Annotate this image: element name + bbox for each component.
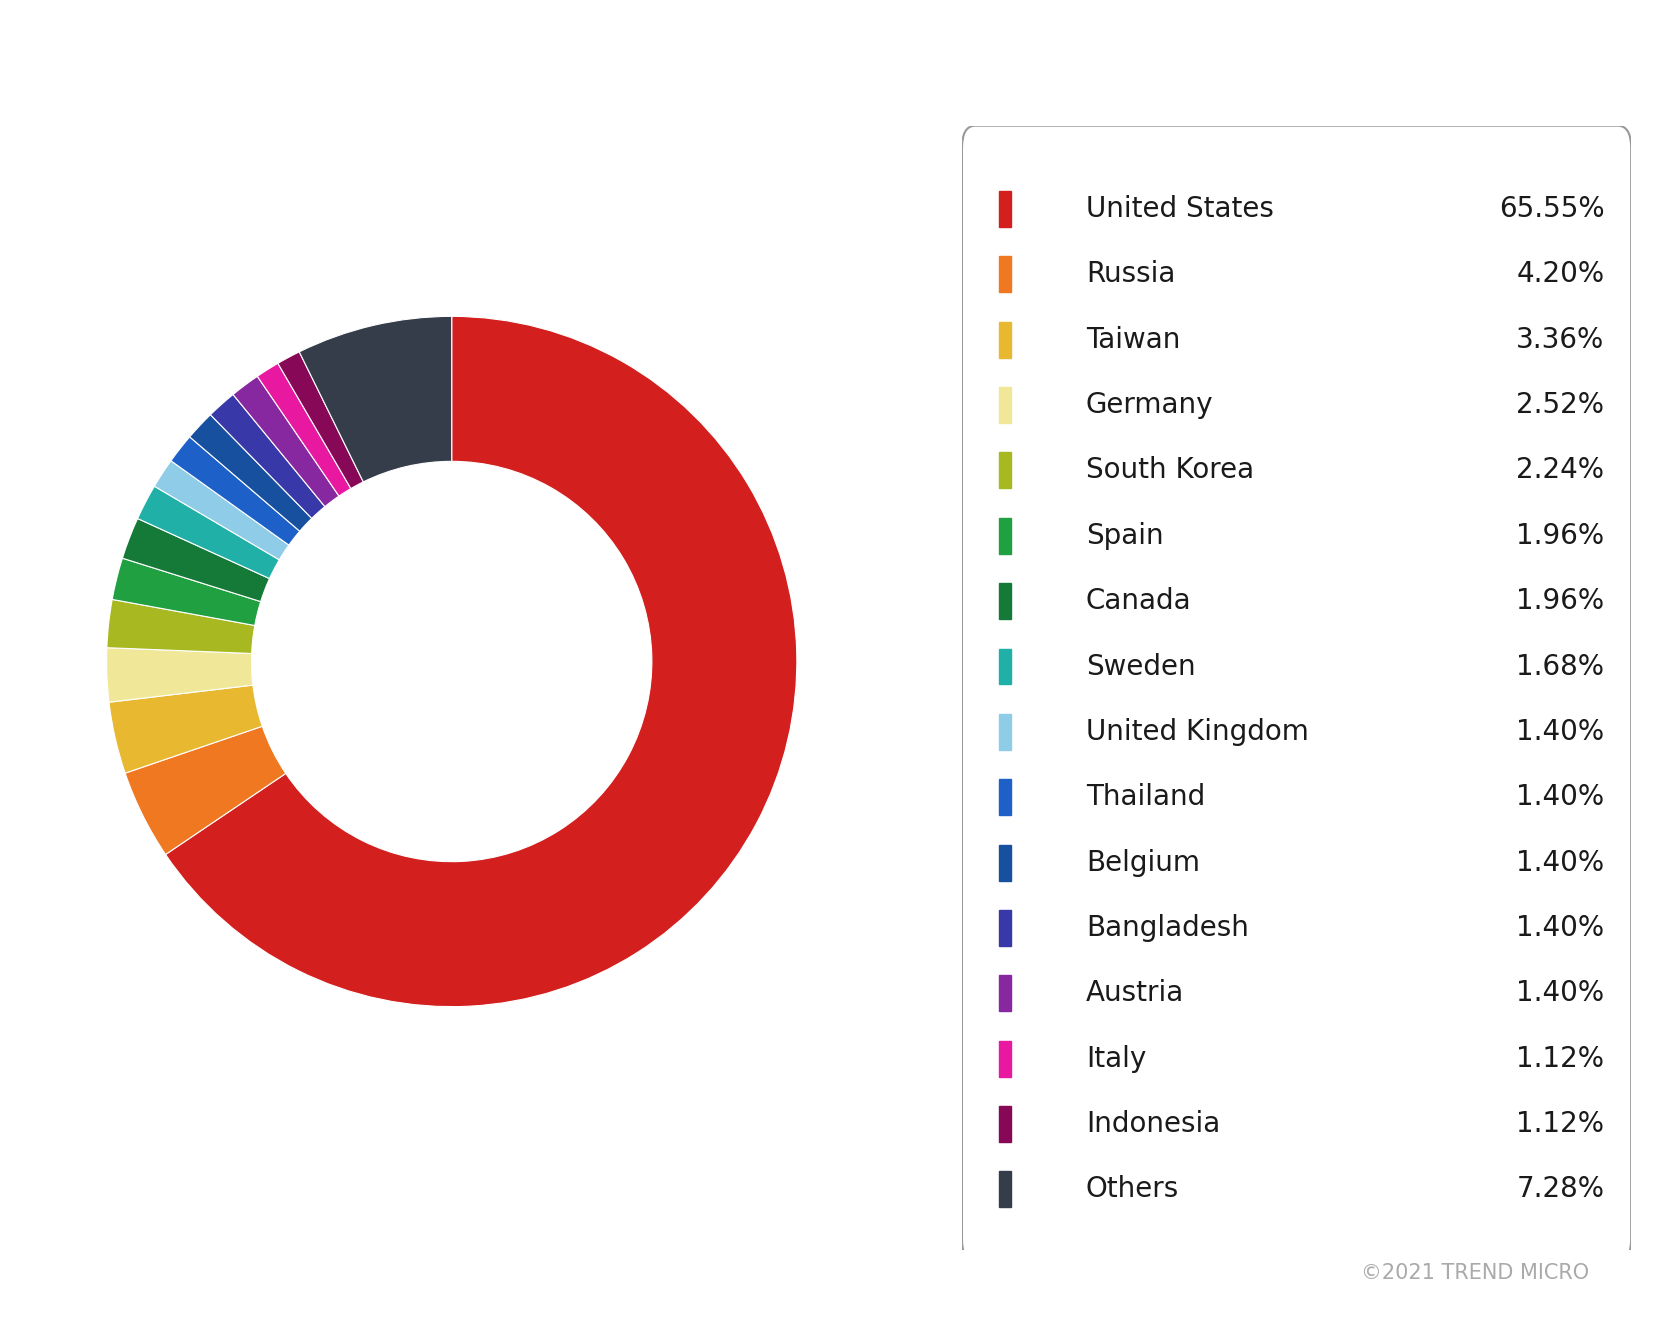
- Text: 2.52%: 2.52%: [1516, 392, 1604, 419]
- Bar: [999, 321, 1010, 357]
- Wedge shape: [258, 364, 351, 496]
- Text: 4.20%: 4.20%: [1516, 261, 1604, 288]
- Bar: [999, 388, 1010, 423]
- Bar: [999, 257, 1010, 292]
- Wedge shape: [211, 394, 325, 519]
- Wedge shape: [107, 599, 254, 654]
- Text: United States: United States: [1086, 194, 1273, 224]
- Text: 7.28%: 7.28%: [1516, 1175, 1604, 1204]
- Text: ©2021 TREND MICRO: ©2021 TREND MICRO: [1362, 1263, 1589, 1283]
- Text: 65.55%: 65.55%: [1499, 194, 1604, 224]
- Text: Russia: Russia: [1086, 261, 1174, 288]
- Text: 1.12%: 1.12%: [1516, 1045, 1604, 1073]
- Text: 2.24%: 2.24%: [1516, 456, 1604, 484]
- Bar: [999, 975, 1010, 1011]
- Text: 1.40%: 1.40%: [1516, 848, 1604, 877]
- Wedge shape: [166, 316, 796, 1007]
- Wedge shape: [125, 726, 286, 855]
- Text: 1.96%: 1.96%: [1516, 521, 1604, 550]
- Text: South Korea: South Korea: [1086, 456, 1253, 484]
- Bar: [999, 648, 1010, 684]
- Bar: [999, 1106, 1010, 1142]
- Text: 1.12%: 1.12%: [1516, 1110, 1604, 1138]
- Text: Canada: Canada: [1086, 587, 1191, 615]
- Bar: [999, 191, 1010, 228]
- Bar: [999, 517, 1010, 554]
- Text: 1.40%: 1.40%: [1516, 979, 1604, 1007]
- Bar: [999, 714, 1010, 750]
- Wedge shape: [112, 558, 261, 626]
- Bar: [999, 452, 1010, 488]
- Text: Austria: Austria: [1086, 979, 1184, 1007]
- Text: Belgium: Belgium: [1086, 848, 1200, 877]
- Bar: [999, 779, 1010, 815]
- Wedge shape: [154, 460, 289, 560]
- Wedge shape: [171, 437, 299, 545]
- Wedge shape: [107, 648, 253, 703]
- Wedge shape: [299, 316, 452, 482]
- Bar: [999, 1041, 1010, 1077]
- Text: 1.68%: 1.68%: [1516, 652, 1604, 680]
- Text: Spain: Spain: [1086, 521, 1163, 550]
- Text: 1.40%: 1.40%: [1516, 783, 1604, 811]
- Text: Taiwan: Taiwan: [1086, 325, 1179, 353]
- Text: Bangladesh: Bangladesh: [1086, 914, 1248, 942]
- Text: 1.40%: 1.40%: [1516, 718, 1604, 746]
- Text: Indonesia: Indonesia: [1086, 1110, 1220, 1138]
- Bar: [999, 844, 1010, 881]
- Text: Germany: Germany: [1086, 392, 1213, 419]
- Text: Others: Others: [1086, 1175, 1179, 1204]
- Text: Italy: Italy: [1086, 1045, 1146, 1073]
- Text: United Kingdom: United Kingdom: [1086, 718, 1308, 746]
- Bar: [999, 1171, 1010, 1208]
- Text: Thailand: Thailand: [1086, 783, 1205, 811]
- Wedge shape: [189, 414, 311, 532]
- FancyBboxPatch shape: [962, 126, 1631, 1262]
- Text: Sweden: Sweden: [1086, 652, 1196, 680]
- Text: 1.40%: 1.40%: [1516, 914, 1604, 942]
- Wedge shape: [109, 685, 263, 773]
- Wedge shape: [137, 487, 279, 578]
- Text: 3.36%: 3.36%: [1516, 325, 1604, 353]
- Bar: [999, 910, 1010, 946]
- Wedge shape: [122, 519, 269, 602]
- Wedge shape: [233, 376, 340, 507]
- Bar: [999, 583, 1010, 619]
- Wedge shape: [278, 352, 363, 488]
- Text: 1.96%: 1.96%: [1516, 587, 1604, 615]
